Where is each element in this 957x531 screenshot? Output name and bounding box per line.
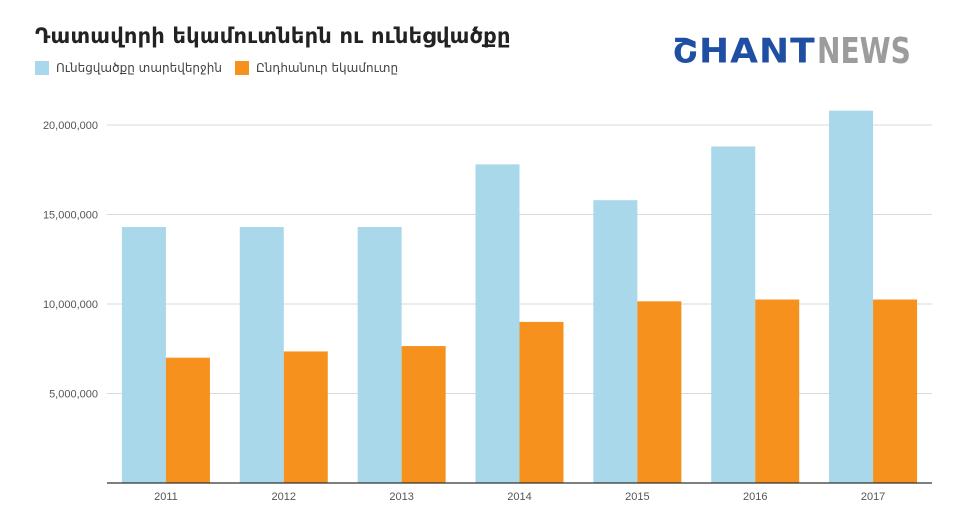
bar-assets [593, 200, 638, 483]
y-tick-label: 10,000,000 [43, 299, 98, 311]
legend-item-assets: Ունեցվածքը տարեվերջին [35, 61, 222, 75]
y-tick-label: 5,000,000 [49, 389, 98, 401]
chart-legend: Ունեցվածքը տարեվերջին Ընդհանուր եկամուտը [35, 61, 411, 75]
logo-text-shant: ՇHANT [672, 32, 816, 71]
legend-swatch-assets [35, 61, 49, 75]
y-tick-label: 15,000,000 [43, 210, 98, 222]
bar-assets [475, 164, 520, 483]
bar-income [637, 301, 682, 483]
legend-item-income: Ընդհանուր եկամուտը [234, 61, 399, 75]
legend-label-income: Ընդհանուր եկամուտը [255, 61, 399, 75]
x-tick-label: 2016 [743, 491, 767, 503]
bar-income [283, 351, 328, 483]
legend-swatch-income [234, 61, 249, 75]
x-tick-label: 2015 [625, 491, 649, 503]
legend-label-assets: Ունեցվածքը տարեվերջին [56, 61, 222, 75]
bar-income [873, 299, 918, 483]
bar-income [165, 357, 210, 483]
bar-assets [829, 110, 874, 484]
y-tick-label: 20,000,000 [43, 120, 98, 132]
chart-title: Դատավորի եկամուտներն ու ունեցվածքը [35, 24, 511, 48]
bar-assets [121, 227, 166, 483]
bar-assets [711, 146, 756, 484]
bar-income [519, 321, 564, 483]
bar-assets [357, 227, 402, 483]
x-tick-label: 2013 [389, 491, 413, 503]
shant-news-logo: ՇHANT NEWS [672, 32, 937, 72]
bar-assets [239, 227, 284, 483]
x-tick-label: 2011 [154, 491, 178, 503]
logo-text-news: NEWS [816, 31, 911, 72]
x-tick-label: 2012 [272, 491, 296, 503]
x-tick-label: 2014 [507, 491, 531, 503]
x-tick-label: 2017 [861, 491, 885, 503]
bar-income [401, 346, 446, 483]
bar-income [755, 299, 800, 483]
